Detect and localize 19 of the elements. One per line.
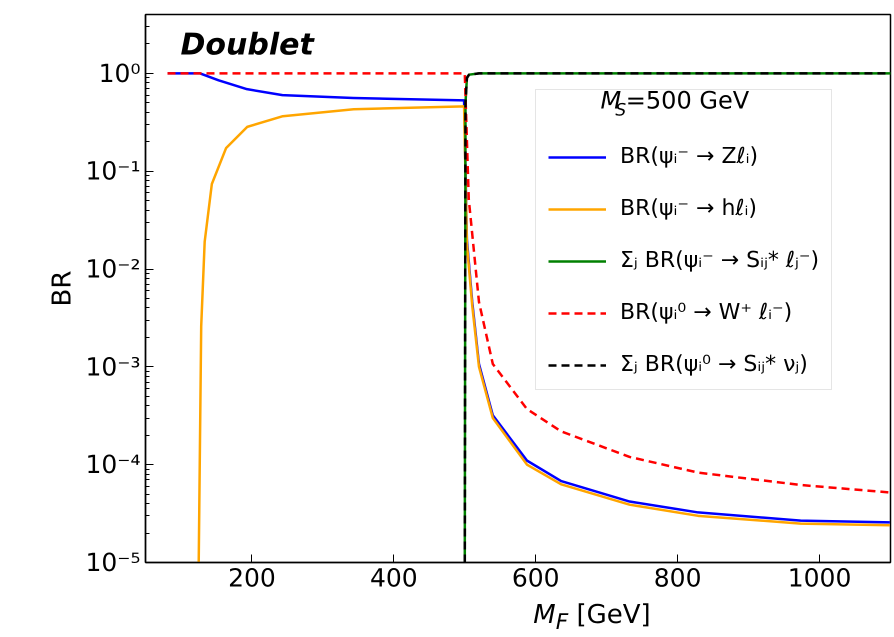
x-tick-label: 600: [512, 564, 560, 592]
legend-label: Σⱼ BR(ψᵢ⁻ → Sᵢⱼ* ℓⱼ⁻): [620, 248, 820, 273]
y-tick-label: 10⁻²: [85, 254, 140, 284]
legend-label: BR(ψᵢ⁰ → W⁺ ℓᵢ⁻): [620, 300, 792, 325]
x-tick-label: 1000: [788, 564, 852, 592]
y-tick-label: 10⁰: [98, 58, 141, 88]
y-tick-label: 10⁻⁵: [85, 548, 140, 577]
text: Doublet: [180, 28, 316, 62]
y-tick-label: 10⁻¹: [85, 156, 140, 186]
legend-label: Σⱼ BR(ψᵢ⁰ → Sᵢⱼ* νⱼ): [620, 352, 808, 377]
y-axis-title: BR: [47, 270, 78, 306]
legend-label: BR(ψᵢ⁻ → hℓᵢ): [620, 196, 757, 221]
legend-label: BR(ψᵢ⁻ → Zℓᵢ): [620, 144, 758, 169]
x-tick-label: 800: [654, 564, 702, 592]
x-tick-label: 400: [370, 564, 418, 592]
y-tick-label: 10⁻³: [85, 352, 140, 382]
x-tick-label: 200: [228, 564, 276, 592]
y-tick-label: 10⁻⁴: [85, 450, 140, 480]
x-axis-title: M$_{F}$ [GeV]: [533, 600, 651, 637]
